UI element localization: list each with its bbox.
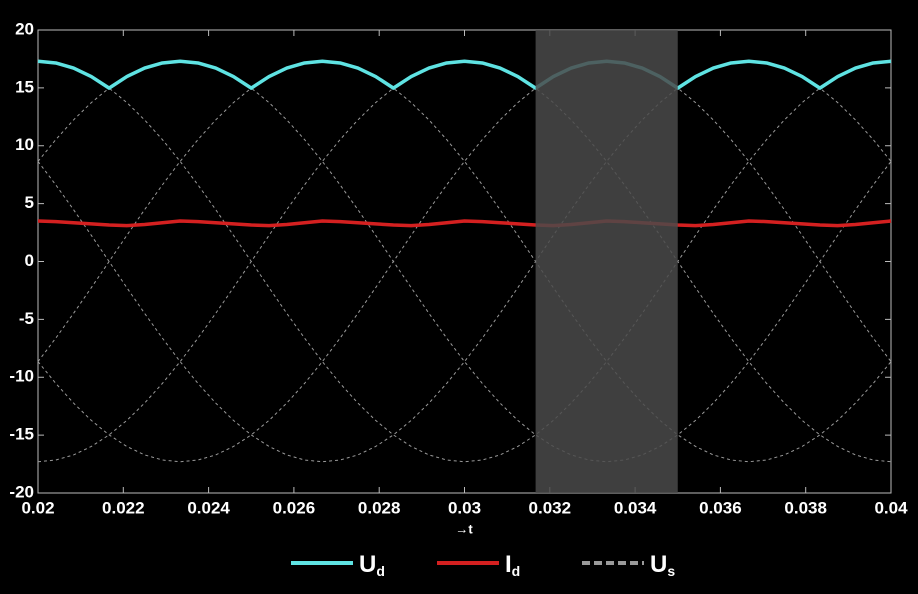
y-tick-label: -5 [19,309,34,328]
x-tick-label: 0.02 [21,498,54,517]
y-tick-label: -15 [9,425,34,444]
x-tick-label: 0.036 [699,498,742,517]
series-line [37,219,892,228]
y-tick-label: 10 [15,135,34,154]
x-tick-label: 0.04 [874,498,908,517]
legend-label: Us [650,551,675,578]
y-tick-label: 15 [15,77,34,96]
x-tick-label: 0.026 [273,498,316,517]
y-tick-label: 20 [15,19,34,38]
y-tick-label: 5 [25,193,34,212]
x-tick-label: 0.028 [358,498,401,517]
x-tick-label: 0.034 [614,498,657,517]
legend-label: Id [505,551,520,578]
x-tick-label: 0.032 [529,498,572,517]
y-tick-label: -20 [9,482,34,501]
x-tick-label: 0.022 [102,498,145,517]
y-tick-label: -10 [9,367,34,386]
x-tick-label: 0.03 [448,498,481,517]
series-line [37,59,892,90]
x-tick-label: 0.024 [187,498,230,517]
plot-area [37,29,892,494]
y-tick-label: 0 [25,251,34,270]
highlight-span [535,30,678,493]
x-tick-label: 0.038 [784,498,827,517]
legend-label: Ud [359,551,385,578]
x-axis-label: →t [455,521,473,536]
